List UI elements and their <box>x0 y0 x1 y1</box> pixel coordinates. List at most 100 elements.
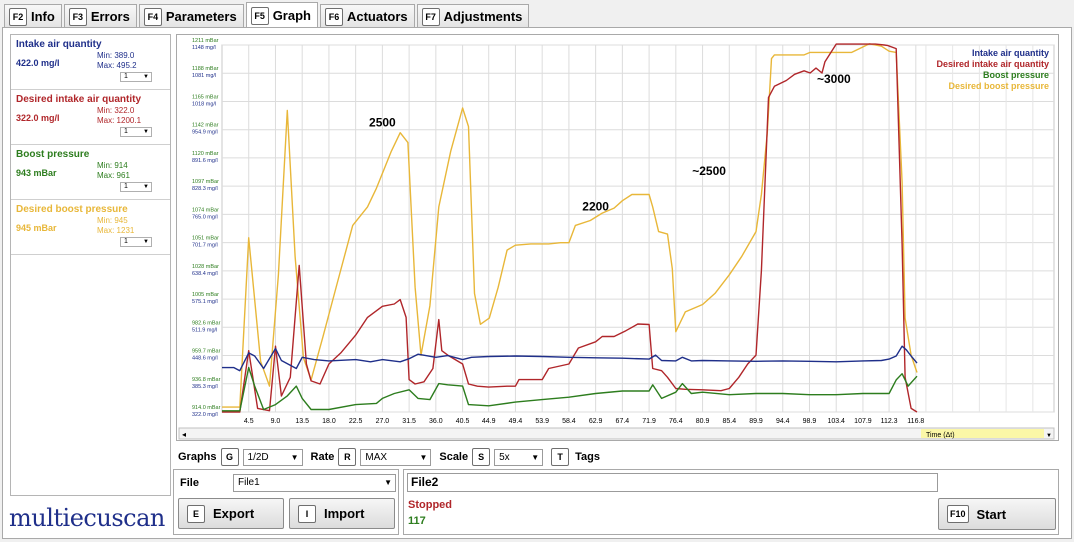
f7-key-badge: F7 <box>421 7 440 26</box>
rpm-annotation: 2500 <box>369 115 396 129</box>
tab-label: Adjustments <box>443 9 523 24</box>
start-button[interactable]: F10 Start <box>938 498 1056 530</box>
x-tick-label: 53.9 <box>535 418 549 425</box>
y-tick-label-mbar: 1211 mBar <box>192 38 219 44</box>
tags-label[interactable]: Tags <box>575 451 600 463</box>
chevron-down-icon: ▼ <box>143 239 149 245</box>
y-tick-label-mgl: 1148 mg/l <box>192 45 216 51</box>
file-select[interactable]: File1 ▼ <box>233 474 396 492</box>
tab-errors[interactable]: F3 Errors <box>63 4 137 28</box>
tab-label: Actuators <box>346 9 408 24</box>
parameter-card-boost-pressure[interactable]: Boost pressure 943 mBar Min: 914 Max: 961… <box>11 145 170 200</box>
chevron-down-icon: ▼ <box>143 74 149 80</box>
scale-select[interactable]: 5x ▼ <box>494 448 544 466</box>
tab-label: Info <box>31 9 55 24</box>
x-tick-label: 98.9 <box>803 418 817 425</box>
scale-label: Scale <box>439 451 469 463</box>
tab-graph[interactable]: F5 Graph <box>245 2 318 28</box>
tab-adjustments[interactable]: F7 Adjustments <box>416 4 530 28</box>
rate-select[interactable]: MAX ▼ <box>360 448 432 466</box>
parameter-list: Intake air quantity 422.0 mg/l Min: 389.… <box>10 34 171 496</box>
multiecuscan-logo: multiecuscan <box>9 504 165 532</box>
g-key-badge: G <box>220 448 239 466</box>
parameter-axis-value: 1 <box>124 183 128 190</box>
y-tick-label-mgl: 828.3 mg/l <box>192 186 218 192</box>
legend-entry: Desired intake air quantity <box>936 59 1049 69</box>
y-tick-label-mgl: 891.6 mg/l <box>192 158 218 164</box>
x-tick-label: 67.4 <box>616 418 630 425</box>
parameter-min-max: Min: 322.0 Max: 1200.1 <box>97 106 141 126</box>
s-key-badge: S <box>472 448 491 466</box>
y-tick-label-mbar: 1005 mBar <box>192 292 219 298</box>
import-button[interactable]: I Import <box>289 498 395 529</box>
parameter-axis-select[interactable]: 1 ▼ <box>120 127 152 137</box>
chevron-down-icon: ▼ <box>290 452 299 462</box>
y-tick-label-mbar: 1165 mBar <box>192 94 219 100</box>
r-key-badge: R <box>338 448 357 466</box>
parameter-axis-value: 1 <box>124 73 128 80</box>
x-tick-label: 31.5 <box>402 418 416 425</box>
y-tick-label-mbar: 1051 mBar <box>192 236 219 242</box>
start-button-label: Start <box>976 506 1007 522</box>
chevron-down-icon: ▼ <box>1046 433 1052 439</box>
export-button[interactable]: E Export <box>178 498 284 529</box>
graphs-select[interactable]: 1/2D ▼ <box>242 448 303 466</box>
y-tick-label-mgl: 575.1 mg/l <box>192 299 218 305</box>
plot-area <box>221 44 1055 413</box>
y-tick-label-mbar: 936.8 mBar <box>192 377 221 383</box>
y-tick-label-mgl: 765.0 mg/l <box>192 214 218 220</box>
parameter-min: Min: 389.0 <box>97 51 135 60</box>
series-line <box>222 366 918 412</box>
parameter-min-max: Min: 914 Max: 961 <box>97 161 130 181</box>
y-tick-label-mgl: 701.7 mg/l <box>192 243 218 249</box>
parameter-min: Min: 914 <box>97 161 128 170</box>
x-tick-label: 36.0 <box>429 418 443 425</box>
export-button-label: Export <box>213 506 255 521</box>
parameter-value: 943 mBar <box>16 168 57 178</box>
parameter-max: Max: 1231 <box>97 226 135 235</box>
graph-tab-panel: Intake air quantity 422.0 mg/l Min: 389.… <box>2 27 1072 539</box>
y-tick-label-mgl: 638.4 mg/l <box>192 271 218 277</box>
parameter-card-desired-intake-air-quantity[interactable]: Desired intake air quantity 322.0 mg/l M… <box>11 90 170 145</box>
graphs-select-value: 1/2D <box>247 451 269 463</box>
rate-select-value: MAX <box>365 451 388 463</box>
parameter-max: Max: 961 <box>97 171 130 180</box>
parameter-axis-select[interactable]: 1 ▼ <box>120 237 152 247</box>
e-key-badge: E <box>187 504 205 523</box>
file2-field[interactable]: File2 <box>407 473 938 492</box>
parameter-name: Boost pressure <box>16 149 90 160</box>
x-tick-label: 44.9 <box>482 418 496 425</box>
y-tick-label-mbar: 982.6 mBar <box>192 320 221 326</box>
tab-actuators[interactable]: F6 Actuators <box>319 4 415 28</box>
parameter-value: 322.0 mg/l <box>16 113 60 123</box>
f2-key-badge: F2 <box>9 7 27 26</box>
parameter-min-max: Min: 945 Max: 1231 <box>97 216 134 236</box>
x-axis-label: Time (Δt) <box>926 432 955 439</box>
scale-select-value: 5x <box>499 451 510 463</box>
parameter-max: Max: 495.2 <box>97 61 137 70</box>
x-tick-label: 76.4 <box>669 418 683 425</box>
parameter-card-desired-boost-pressure[interactable]: Desired boost pressure 945 mBar Min: 945… <box>11 200 170 255</box>
y-tick-label-mgl: 1018 mg/l <box>192 101 216 107</box>
tab-info[interactable]: F2 Info <box>4 4 62 28</box>
f5-key-badge: F5 <box>250 6 269 25</box>
rpm-annotation: ~2500 <box>692 164 726 178</box>
graph-panel: 1211 mBar 1148 mg/l 1188 mBar 1081 mg/l 1165… <box>176 34 1059 441</box>
parameter-axis-select[interactable]: 1 ▼ <box>120 72 152 82</box>
legend-entry: Intake air quantity <box>972 48 1049 58</box>
tab-parameters[interactable]: F4 Parameters <box>138 4 244 28</box>
series-line <box>222 43 918 408</box>
chevron-down-icon: ▼ <box>384 478 392 487</box>
x-tick-label: 27.0 <box>376 418 390 425</box>
x-tick-label: 9.0 <box>271 418 281 425</box>
t-key-badge[interactable]: T <box>551 448 570 466</box>
y-tick-label-mbar: 1028 mBar <box>192 264 219 270</box>
tab-label: Parameters <box>165 9 237 24</box>
y-tick-label-mbar: 959.7 mBar <box>192 349 221 355</box>
y-tick-label-mbar: 1120 mBar <box>192 151 219 157</box>
parameter-card-intake-air-quantity[interactable]: Intake air quantity 422.0 mg/l Min: 389.… <box>11 35 170 90</box>
parameter-axis-value: 1 <box>124 238 128 245</box>
parameter-axis-select[interactable]: 1 ▼ <box>120 182 152 192</box>
file-label: File <box>180 477 199 489</box>
legend-entry: Boost pressure <box>983 70 1049 80</box>
